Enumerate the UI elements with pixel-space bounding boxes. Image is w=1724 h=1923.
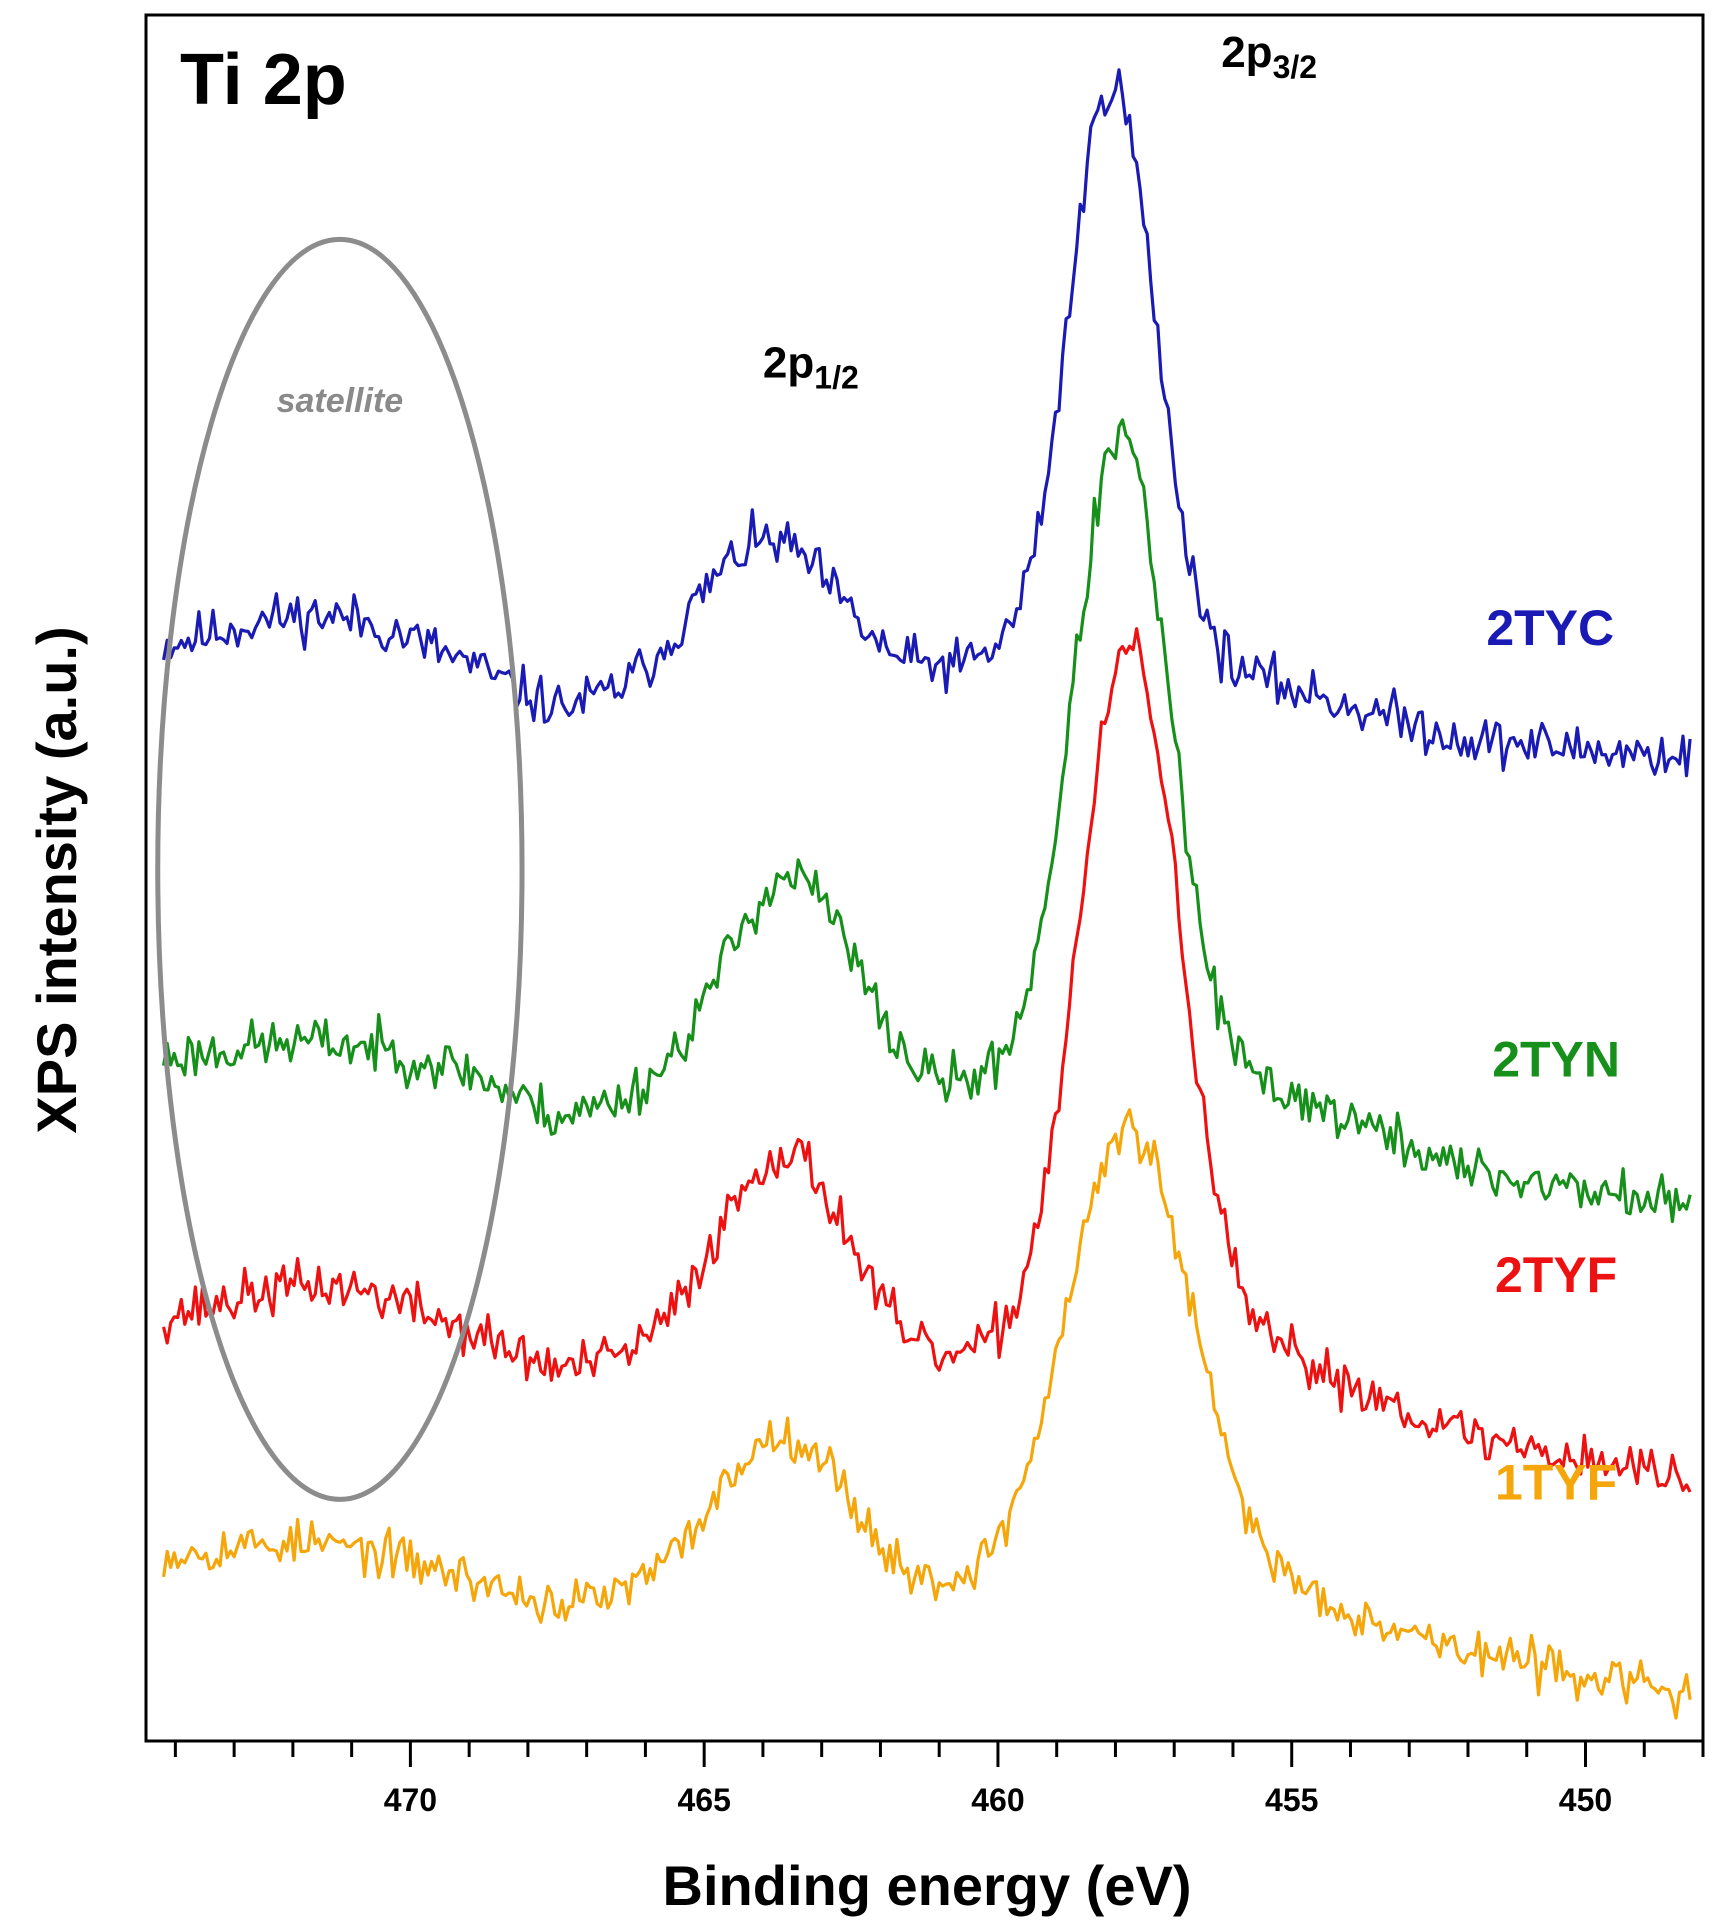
chart-title: Ti 2p	[180, 40, 347, 120]
x-tick-label: 465	[677, 1782, 730, 1818]
series-label-2tyf: 2TYF	[1495, 1247, 1617, 1303]
x-axis-ticks	[173, 1741, 1705, 1767]
y-axis-title: XPS intensity (a.u.)	[25, 626, 88, 1133]
satellite-region-ellipse	[155, 236, 525, 1502]
series-layer	[162, 68, 1692, 1720]
x-tick-label: 470	[384, 1782, 437, 1818]
x-tick-label: 450	[1559, 1782, 1612, 1818]
peak-label-2p1-2-main: 2p	[763, 338, 814, 387]
peak-label-2p3-2-sub: 3/2	[1273, 49, 1317, 85]
peak-label-2p1-2: 2p1/2	[763, 338, 859, 395]
series-label-2tyc: 2TYC	[1486, 600, 1614, 656]
x-tick-label: 460	[971, 1782, 1024, 1818]
series-line-2tyn	[162, 418, 1692, 1224]
x-tick-label: 455	[1265, 1782, 1318, 1818]
series-line-2tyf	[162, 627, 1692, 1493]
series-label-1tyf: 1TYF	[1495, 1454, 1617, 1510]
satellite-annotation: satellite	[277, 382, 404, 420]
x-axis-tick-labels: 470 465 460 455 450	[384, 1782, 1612, 1818]
series-labels: 2TYC 2TYN 2TYF 1TYF	[1486, 600, 1620, 1510]
series-label-2tyn: 2TYN	[1492, 1031, 1620, 1087]
series-line-1tyf	[162, 1108, 1692, 1720]
x-axis-title: Binding energy (eV)	[663, 1854, 1192, 1917]
peak-label-2p3-2: 2p3/2	[1221, 28, 1317, 85]
series-line-2tyc	[162, 68, 1692, 778]
peak-label-2p1-2-sub: 1/2	[814, 359, 858, 395]
plot-frame	[144, 13, 1705, 1743]
peak-label-2p3-2-main: 2p	[1221, 28, 1272, 77]
